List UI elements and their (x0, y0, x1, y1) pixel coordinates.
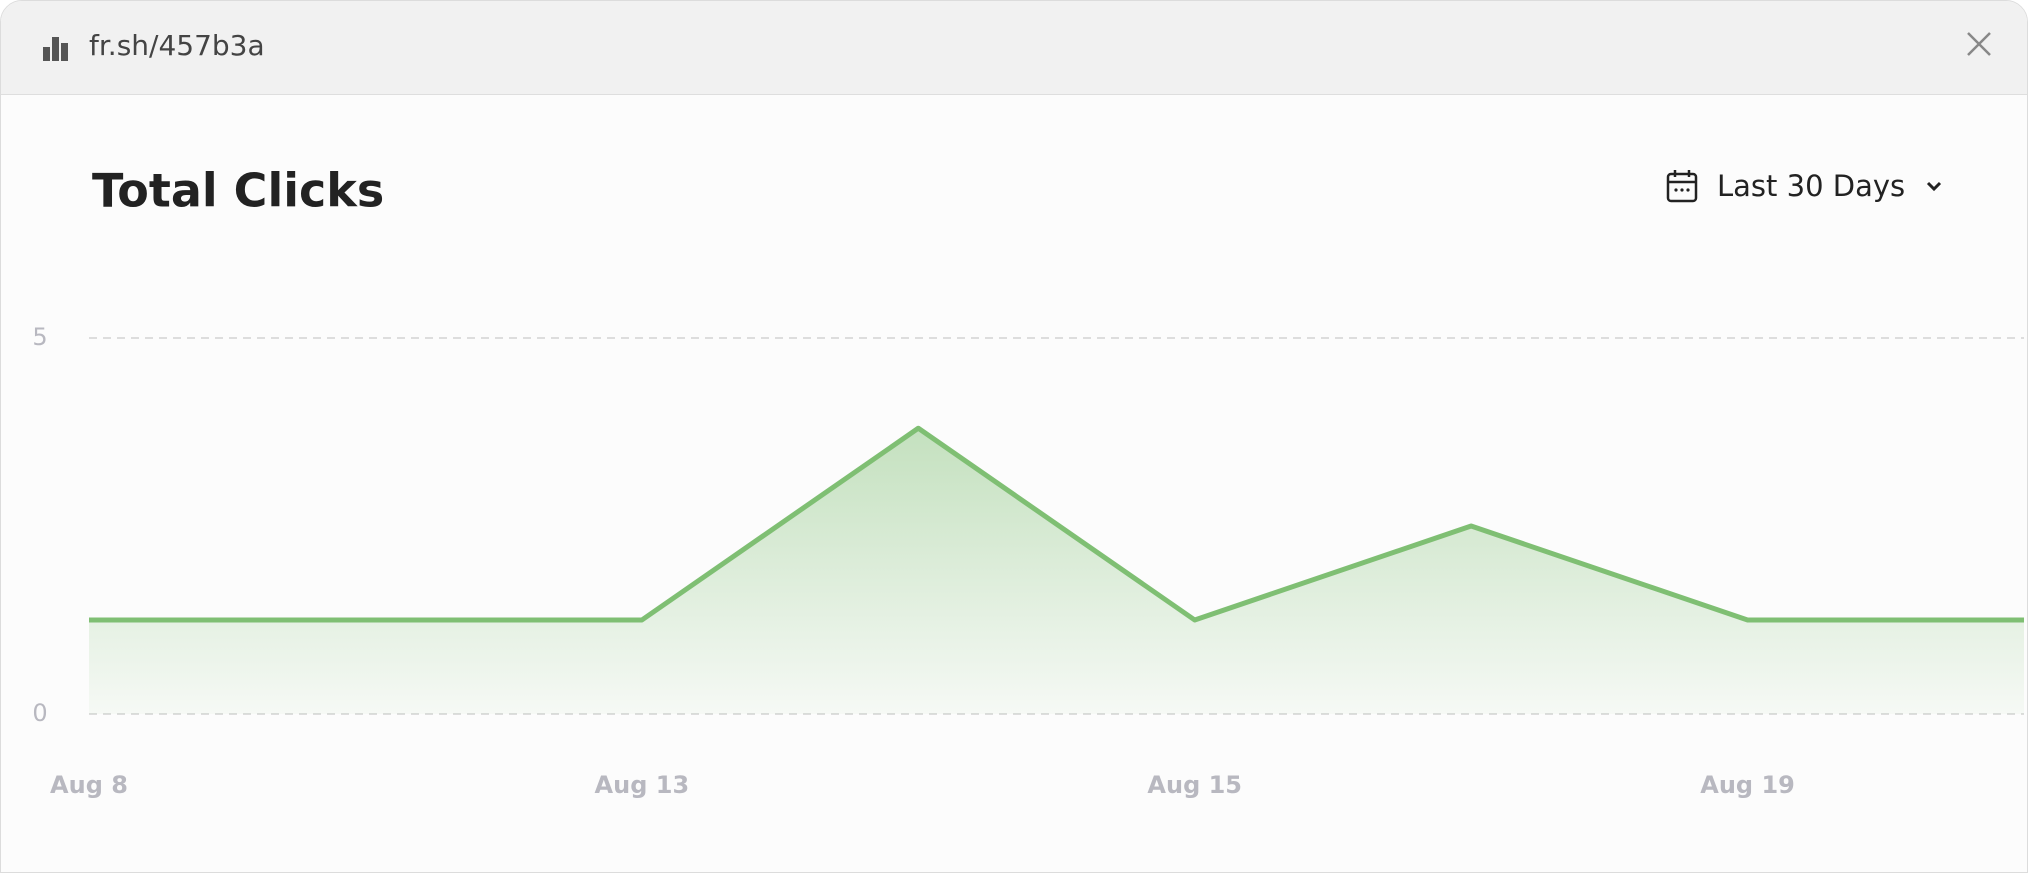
x-tick-label: Aug 15 (1147, 771, 1242, 799)
area-line (89, 425, 2024, 623)
calendar-icon (1666, 170, 1698, 203)
x-tick-label: Aug 8 (50, 771, 128, 799)
x-tick-label: Aug 19 (1700, 771, 1795, 799)
date-range-picker[interactable]: Last 30 Days (1665, 164, 1945, 208)
chevron-icon (1927, 181, 1942, 192)
close-button[interactable] (1964, 29, 1994, 59)
chart-icon (43, 37, 68, 61)
link-url: fr.sh/457b3a (89, 29, 265, 62)
y-tick-label: 0 (32, 699, 47, 727)
chart-title: Total Clicks (92, 164, 384, 218)
modal-header: fr.sh/457b3a (1, 1, 2027, 95)
area-fill (89, 428, 2024, 714)
x-tick-label: Aug 13 (595, 771, 690, 799)
y-tick-label: 5 (32, 323, 47, 351)
date-range-label: Last 30 Days (1717, 169, 1906, 203)
